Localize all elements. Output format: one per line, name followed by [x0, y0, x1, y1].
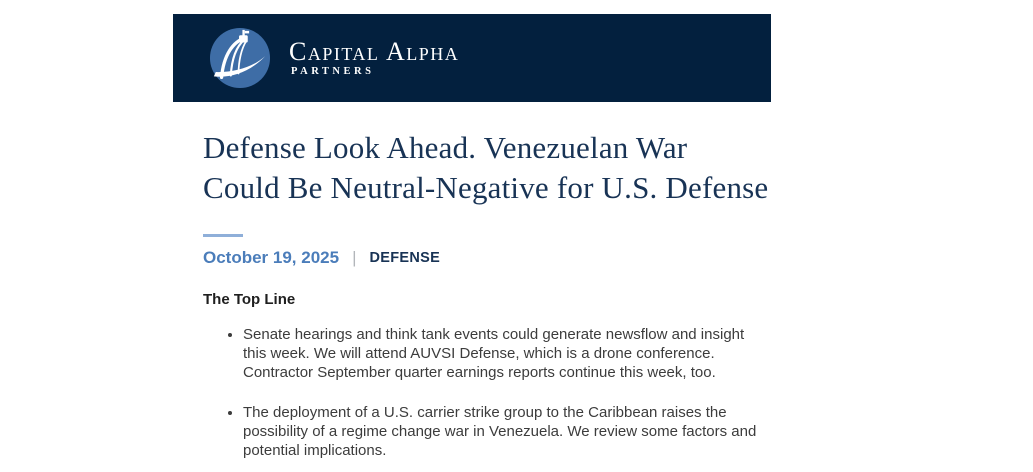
brand-wordmark: Capital Alpha Partners — [289, 36, 460, 78]
article-title: Defense Look Ahead. Venezuelan War Could… — [203, 128, 803, 208]
publish-date: October 19, 2025 — [203, 248, 340, 267]
capitol-dome-logo-icon — [209, 27, 271, 89]
section-heading: The Top Line — [203, 291, 296, 308]
masthead: Capital Alpha Partners — [173, 14, 771, 102]
list-item: Senate hearings and think tank events co… — [243, 325, 759, 382]
top-line-list: Senate hearings and think tank events co… — [203, 325, 759, 460]
brand-subtitle: Partners — [291, 65, 375, 77]
article-title-line-1: Defense Look Ahead. Venezuelan War — [203, 130, 688, 165]
article-title-line-2: Could Be Neutral-Negative for U.S. Defen… — [203, 170, 769, 205]
list-item: The deployment of a U.S. carrier strike … — [243, 403, 759, 460]
article-body: Defense Look Ahead. Venezuelan War Could… — [203, 128, 803, 472]
meta-separator: | — [352, 248, 357, 267]
article-meta: October 19, 2025 | DEFENSE — [203, 248, 803, 268]
brand-name: Capital Alpha — [289, 36, 460, 66]
accent-divider — [203, 234, 243, 237]
category-label: DEFENSE — [369, 250, 441, 266]
